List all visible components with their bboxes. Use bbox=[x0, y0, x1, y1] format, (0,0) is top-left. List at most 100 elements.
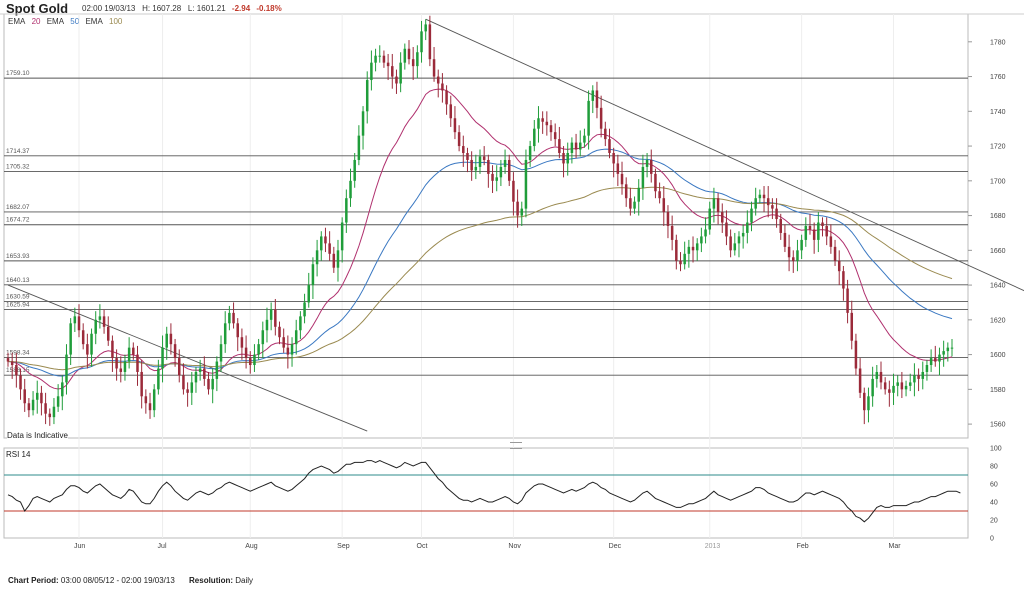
candle-body bbox=[269, 309, 273, 320]
x-tick-label: Jun bbox=[74, 543, 85, 550]
candle-body bbox=[361, 111, 365, 136]
candle-body bbox=[587, 100, 590, 136]
candle-body bbox=[223, 323, 227, 345]
candle-body bbox=[274, 309, 277, 327]
candle-body bbox=[934, 358, 937, 362]
candle-body bbox=[612, 153, 615, 164]
ema-20-legend[interactable]: EMA 20 bbox=[8, 17, 41, 26]
candle-body bbox=[629, 198, 632, 209]
candle-body bbox=[850, 312, 854, 341]
candle-body bbox=[846, 288, 849, 313]
rsi-y-tick-label: 20 bbox=[990, 518, 998, 525]
candle-body bbox=[679, 260, 682, 265]
candle-body bbox=[303, 302, 306, 317]
rsi-y-tick-label: 100 bbox=[990, 446, 1002, 453]
candle-body bbox=[219, 344, 223, 362]
candle-body bbox=[148, 403, 152, 411]
candle-body bbox=[599, 107, 603, 129]
candle-body bbox=[766, 198, 770, 206]
candle-body bbox=[854, 340, 858, 369]
candle-body bbox=[620, 173, 624, 185]
ema-50-legend[interactable]: EMA 50 bbox=[46, 17, 80, 26]
ema-50-line bbox=[7, 148, 953, 377]
candle-body bbox=[879, 371, 883, 383]
candle-body bbox=[524, 159, 528, 209]
candle-body bbox=[282, 337, 285, 348]
candle-body bbox=[90, 333, 93, 355]
rsi-y-tick-label: 60 bbox=[990, 482, 998, 489]
candle-body bbox=[457, 132, 461, 147]
candle-body bbox=[449, 104, 453, 119]
candle-body bbox=[441, 83, 444, 91]
candle-body bbox=[875, 371, 879, 379]
rsi-y-tick-label: 40 bbox=[990, 500, 998, 507]
candle-body bbox=[420, 31, 423, 53]
candle-body bbox=[762, 194, 766, 199]
candle-body bbox=[658, 191, 661, 199]
indicative-note: Data is Indicative bbox=[7, 431, 68, 440]
candle-body bbox=[741, 232, 745, 237]
candle-body bbox=[127, 347, 131, 362]
candle-body bbox=[616, 163, 620, 174]
candle-body bbox=[771, 205, 774, 209]
candle-body bbox=[716, 198, 720, 213]
candle-body bbox=[528, 146, 532, 160]
candle-body bbox=[633, 201, 636, 209]
candle-body bbox=[817, 222, 820, 240]
candle-body bbox=[169, 333, 173, 345]
candle-body bbox=[73, 316, 77, 324]
candle-body bbox=[499, 166, 503, 178]
x-tick-label: Mar bbox=[889, 543, 902, 550]
candle-body bbox=[645, 159, 649, 167]
candle-body bbox=[487, 159, 490, 174]
candle-body bbox=[566, 153, 569, 164]
candle-body bbox=[466, 153, 469, 160]
candle-body bbox=[428, 24, 432, 60]
x-tick-label: Jul bbox=[158, 543, 167, 550]
candle-body bbox=[829, 236, 833, 247]
candle-body bbox=[190, 382, 194, 393]
candle-body bbox=[825, 226, 828, 237]
rsi-line bbox=[7, 460, 961, 523]
candle-body bbox=[157, 368, 160, 390]
candle-body bbox=[570, 142, 574, 154]
level-label: 1598.34 bbox=[6, 349, 30, 356]
candle-body bbox=[549, 125, 553, 133]
candle-body bbox=[257, 344, 260, 355]
candle-body bbox=[265, 319, 269, 331]
candle-body bbox=[416, 52, 419, 67]
ema-100-legend[interactable]: EMA 100 bbox=[85, 17, 123, 26]
candle-body bbox=[787, 246, 791, 258]
panel-resize-handle[interactable] bbox=[510, 442, 522, 449]
level-label: 1759.10 bbox=[6, 70, 30, 77]
candle-body bbox=[19, 375, 22, 390]
y-tick-label: 1600 bbox=[990, 352, 1006, 359]
candle-body bbox=[386, 62, 390, 67]
candle-body bbox=[132, 347, 135, 355]
candle-body bbox=[240, 337, 244, 348]
trendline bbox=[425, 18, 1024, 292]
candle-body bbox=[136, 354, 139, 372]
quote-change-pct: -0.18% bbox=[256, 4, 282, 13]
candle-body bbox=[345, 198, 348, 223]
candle-body bbox=[253, 354, 256, 366]
candle-body bbox=[315, 250, 319, 265]
candle-body bbox=[545, 121, 549, 126]
candle-body bbox=[311, 264, 315, 286]
candle-body bbox=[261, 330, 265, 345]
candle-body bbox=[537, 118, 540, 129]
candle-body bbox=[453, 118, 457, 133]
candle-body bbox=[520, 208, 524, 216]
quote-high: H: 1607.28 bbox=[142, 4, 182, 13]
resolution-value: Daily bbox=[235, 576, 254, 585]
candle-body bbox=[10, 361, 14, 366]
candle-body bbox=[921, 371, 925, 379]
candle-body bbox=[470, 159, 473, 171]
x-tick-label: 2013 bbox=[705, 543, 721, 550]
rsi-panel-frame bbox=[3, 447, 969, 539]
level-label: 1653.93 bbox=[6, 253, 30, 260]
candle-body bbox=[161, 347, 164, 369]
candle-body bbox=[119, 368, 123, 372]
candle-body bbox=[913, 375, 916, 383]
